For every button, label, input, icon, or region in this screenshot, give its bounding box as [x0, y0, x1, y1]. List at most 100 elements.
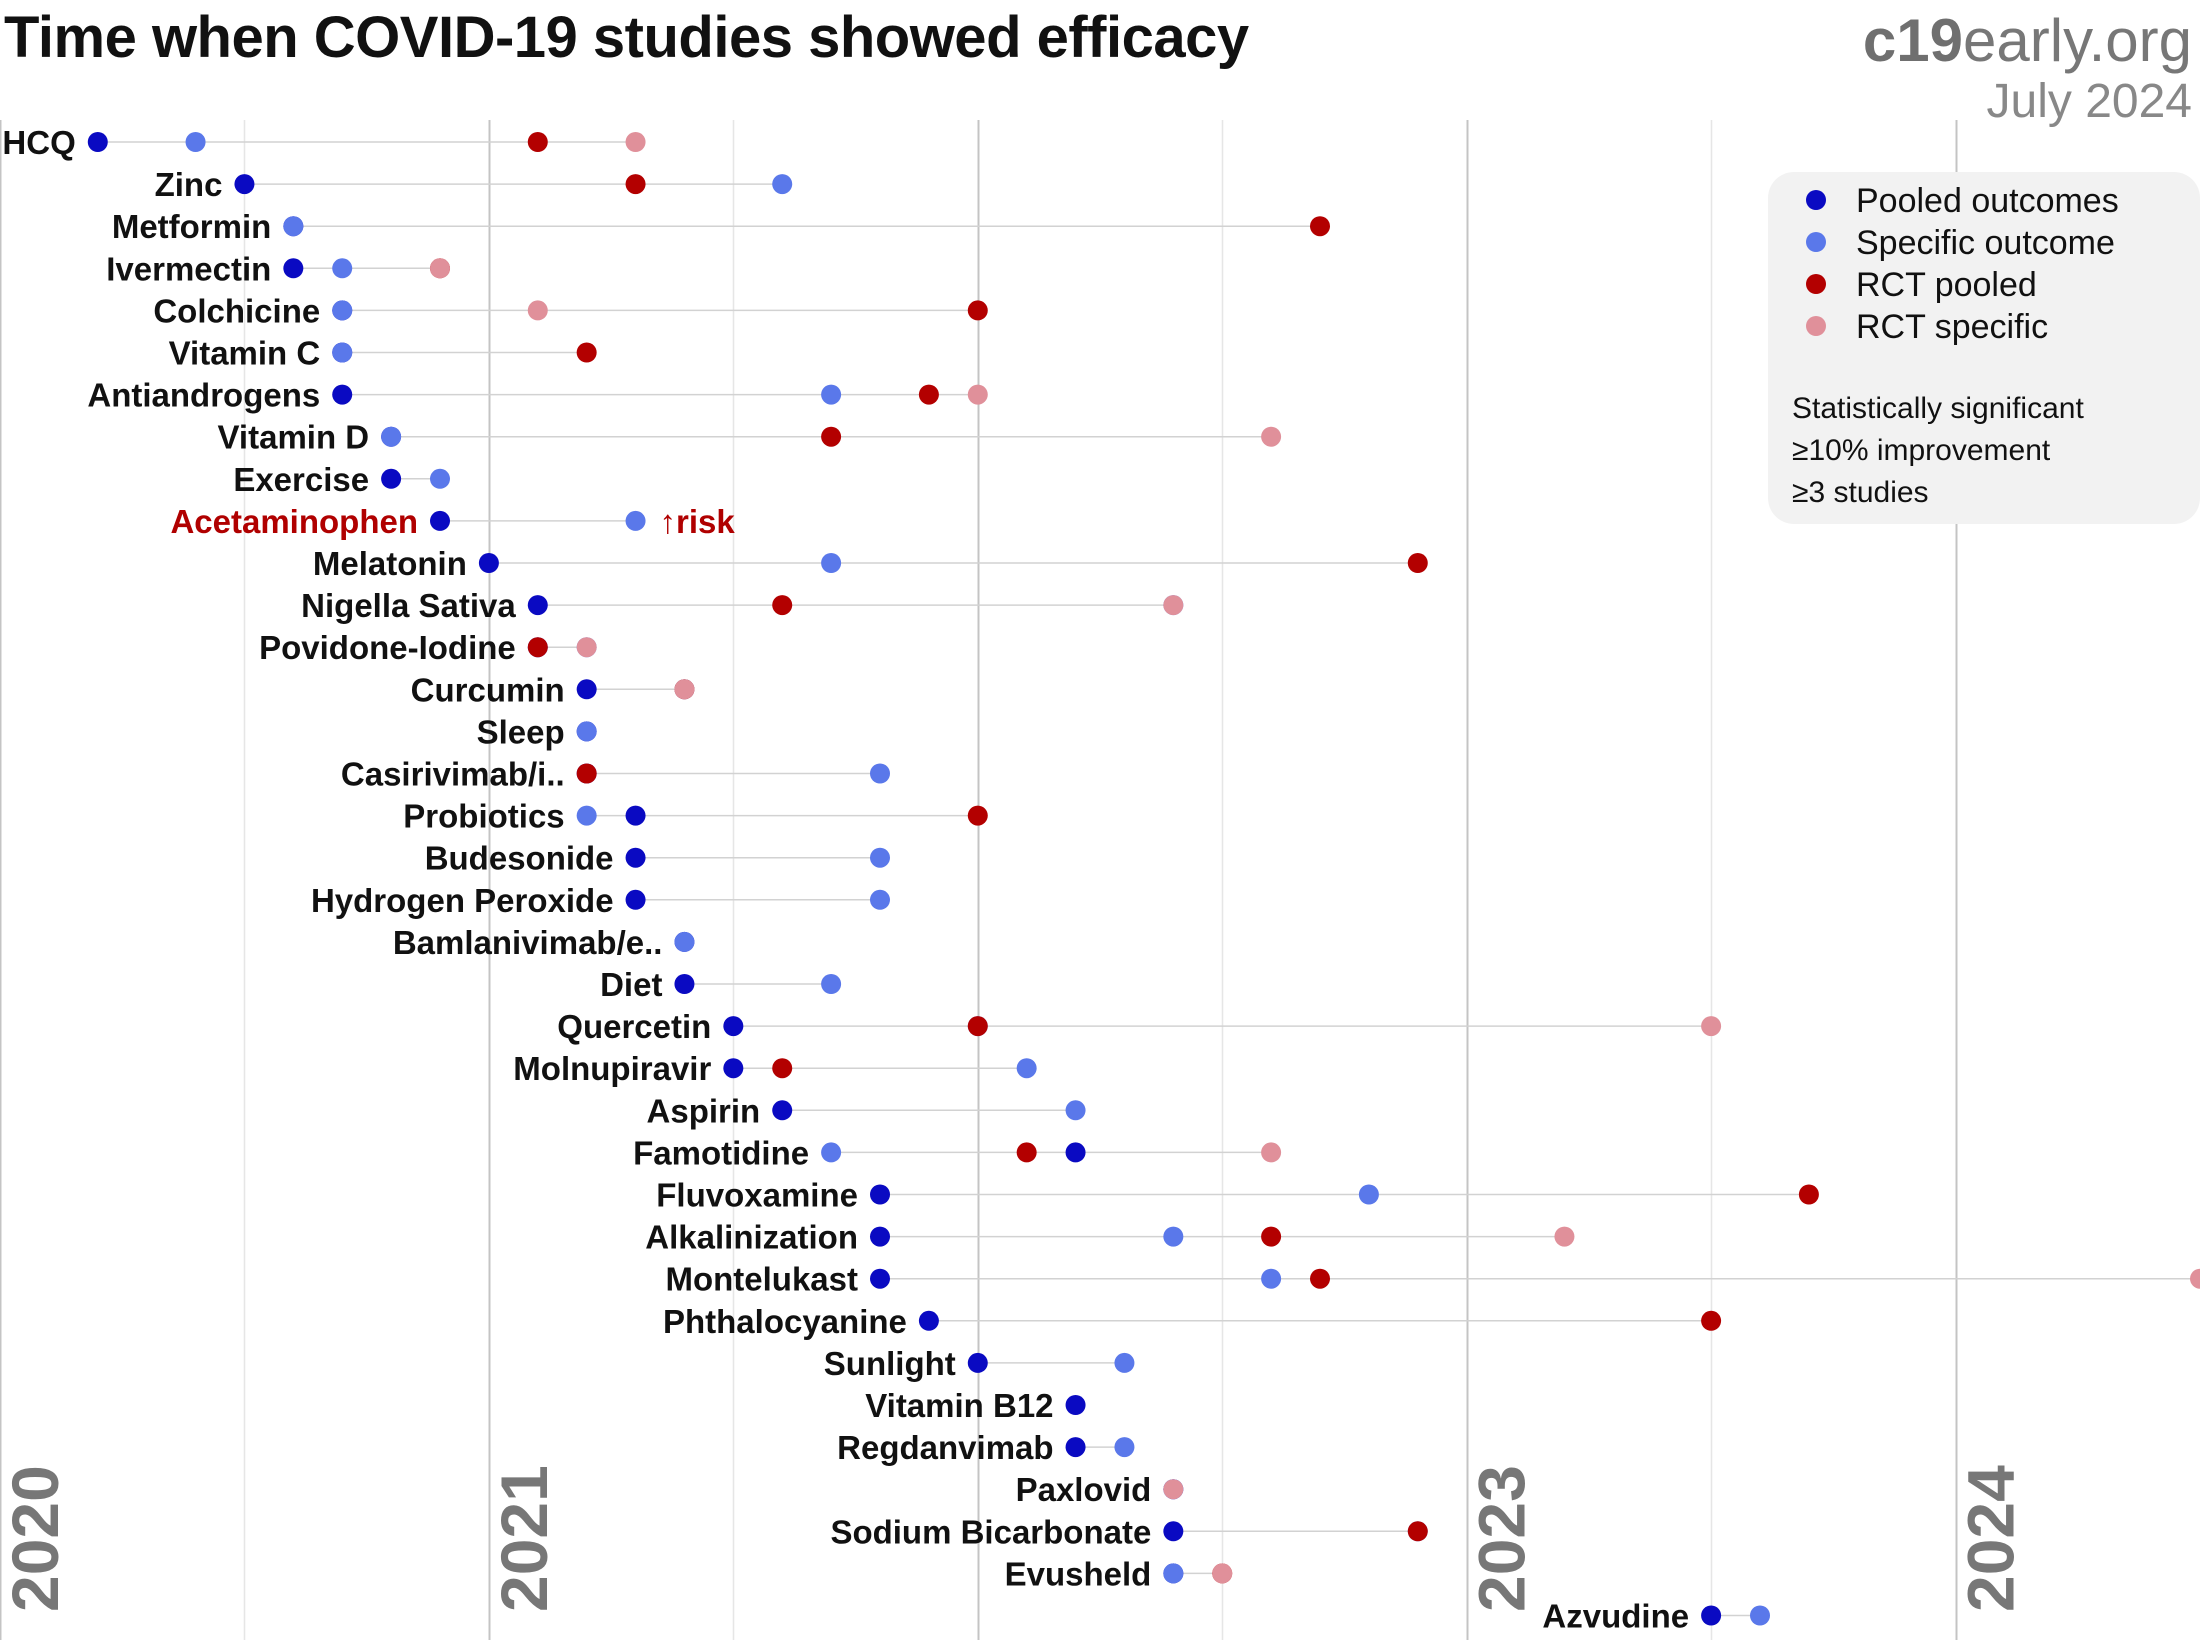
point-pooled	[674, 974, 695, 994]
row-quercetin: Quercetin	[557, 1008, 1722, 1045]
row-label: Zinc	[155, 166, 223, 203]
row-nigella-sativa: Nigella Sativa	[301, 587, 1184, 624]
point-rct-pooled	[1798, 1184, 1819, 1205]
point-pooled	[870, 1226, 890, 1247]
point-rct-pooled	[576, 763, 597, 784]
point-rct-specific	[1701, 1016, 1722, 1037]
row-label: Aspirin	[647, 1092, 761, 1129]
row-label: Colchicine	[153, 292, 320, 329]
point-pooled	[918, 1310, 939, 1331]
row-label: Vitamin C	[169, 335, 321, 372]
row-montelukast: Montelukast	[665, 1261, 2200, 1298]
point-pooled	[576, 679, 597, 700]
point-rct-pooled	[1261, 1226, 1282, 1247]
year-labels: 2020 2021 2023 2024	[0, 1465, 2028, 1612]
point-rct-pooled	[576, 342, 597, 363]
row-label: Melatonin	[313, 545, 467, 582]
legend-dot-rct-specific	[1806, 316, 1826, 337]
point-specific	[1163, 1226, 1184, 1247]
row-label: Sunlight	[824, 1345, 956, 1382]
point-pooled	[1065, 1142, 1086, 1163]
legend-note-line-1: Statistically significant	[1792, 392, 2084, 425]
point-pooled	[234, 174, 255, 195]
point-rct-pooled	[918, 384, 939, 405]
point-specific	[1114, 1352, 1135, 1373]
row-metformin: Metformin	[112, 208, 1330, 245]
point-specific	[821, 974, 842, 994]
point-rct-pooled	[1310, 1268, 1330, 1289]
row-label: Curcumin	[411, 671, 565, 708]
point-specific	[870, 889, 890, 910]
point-rct-pooled	[821, 426, 842, 447]
row-ivermectin: Ivermectin	[106, 250, 450, 287]
point-rct-pooled	[1310, 216, 1330, 237]
point-rct-specific	[1163, 595, 1184, 616]
point-pooled	[723, 1016, 744, 1037]
row-famotidine: Famotidine	[633, 1134, 1282, 1171]
point-pooled	[1065, 1437, 1086, 1458]
point-specific	[870, 763, 890, 784]
row-sleep: Sleep	[477, 713, 597, 750]
publication-date: July 2024	[1986, 75, 2192, 128]
row-fluvoxamine: Fluvoxamine	[656, 1177, 1819, 1214]
row-label: Paxlovid	[1016, 1471, 1152, 1508]
point-pooled	[625, 805, 646, 826]
row-label: Fluvoxamine	[656, 1177, 858, 1214]
row-phthalocyanine: Phthalocyanine	[663, 1303, 1722, 1340]
legend-item-rct-specific: RCT specific	[1806, 308, 2048, 347]
row-label: Exercise	[233, 461, 369, 498]
year-label-2020: 2020	[0, 1465, 72, 1612]
point-pooled	[283, 258, 304, 279]
point-pooled	[870, 1268, 890, 1289]
row-curcumin: Curcumin	[411, 671, 695, 708]
row-label: Bamlanivimab/e..	[393, 924, 663, 961]
legend-dot-rct-pooled	[1806, 274, 1826, 295]
point-pooled	[625, 847, 646, 868]
legend-dot-specific	[1806, 232, 1826, 253]
year-label-2023: 2023	[1465, 1465, 1539, 1612]
row-label: Quercetin	[557, 1008, 711, 1045]
point-rct-specific	[1163, 1479, 1184, 1500]
point-specific	[821, 384, 842, 405]
row-acetaminophen: Acetaminophen ↑risk	[170, 503, 735, 540]
row-budesonide: Budesonide	[425, 840, 890, 877]
row-label: Vitamin D	[218, 419, 370, 456]
point-specific	[185, 132, 206, 152]
row-diet: Diet	[600, 966, 842, 1003]
row-label: Vitamin B12	[865, 1387, 1053, 1424]
point-specific	[1750, 1605, 1770, 1626]
row-label: Metformin	[112, 208, 272, 245]
point-specific	[381, 426, 402, 447]
brand-logo: c19early.org	[1863, 6, 2192, 75]
point-rct-pooled	[967, 805, 988, 826]
row-hydrogen-peroxide: Hydrogen Peroxide	[311, 882, 890, 919]
row-label: Antiandrogens	[87, 377, 320, 414]
row-colchicine: Colchicine	[153, 292, 988, 329]
point-pooled	[381, 468, 402, 489]
row-label: Diet	[600, 966, 662, 1003]
row-antiandrogens: Antiandrogens	[87, 377, 988, 414]
row-label: Acetaminophen	[170, 503, 418, 540]
legend-label-rct-specific: RCT specific	[1856, 308, 2049, 346]
point-specific	[674, 931, 695, 952]
point-pooled	[1701, 1605, 1722, 1626]
row-aspirin: Aspirin	[647, 1092, 1086, 1129]
row-label: Azvudine	[1542, 1598, 1689, 1635]
row-label: Ivermectin	[106, 250, 271, 287]
point-specific	[870, 847, 890, 868]
point-pooled	[1065, 1395, 1086, 1415]
risk-annotation: ↑risk	[660, 503, 736, 540]
row-label: Sodium Bicarbonate	[830, 1513, 1151, 1550]
point-pooled	[478, 553, 499, 573]
row-label: Evusheld	[1005, 1555, 1152, 1592]
row-paxlovid: Paxlovid	[1016, 1471, 1184, 1508]
row-hcq: HCQ	[2, 124, 646, 161]
row-label: Famotidine	[633, 1134, 809, 1171]
row-label: Molnupiravir	[513, 1050, 711, 1087]
row-label: Nigella Sativa	[301, 587, 516, 624]
brand-bold: c19	[1862, 7, 1964, 74]
point-specific	[821, 553, 842, 573]
point-pooled	[870, 1184, 890, 1205]
point-pooled	[1163, 1521, 1184, 1542]
point-specific	[332, 300, 353, 321]
